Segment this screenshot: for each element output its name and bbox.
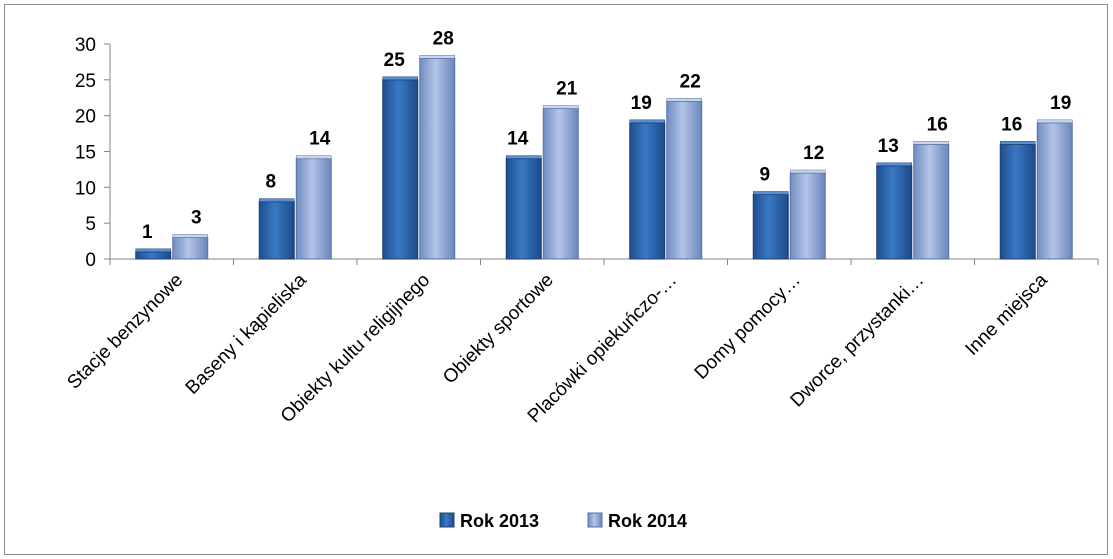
bar-2014: [666, 100, 703, 260]
bar-2013: [752, 194, 789, 260]
bar-top-cap: [135, 248, 171, 253]
x-tick-label: Stacje benzynowe: [63, 270, 187, 394]
x-tick-label: Baseny i kąpieliska: [182, 269, 311, 398]
bar-top-cap: [172, 234, 208, 238]
bar-2014: [913, 143, 950, 260]
x-tick-label: Dworce, przystanki…: [787, 270, 929, 412]
data-label: 13: [878, 136, 899, 157]
bar-top-cap: [259, 198, 295, 202]
data-label: 12: [803, 143, 824, 164]
bar-2014: [295, 158, 332, 260]
bar-2013: [999, 143, 1036, 260]
bar-top-cap: [419, 55, 455, 59]
x-tick-label: Obiekty sportowe: [439, 270, 558, 389]
bar-top-cap: [296, 155, 332, 159]
legend-label-2014: Rok 2014: [608, 511, 687, 531]
y-tick-label: 30: [75, 35, 96, 56]
bar-top-cap: [913, 141, 949, 145]
legend-label-2013: Rok 2013: [460, 511, 539, 531]
bar-top-cap: [382, 76, 418, 81]
bar-top-cap: [790, 169, 826, 174]
bar-2014: [789, 172, 826, 260]
bar-top-cap: [1000, 141, 1036, 145]
bar-2013: [382, 79, 419, 260]
data-label: 22: [680, 71, 701, 92]
x-tick-label: Inne miejsca: [962, 269, 1053, 360]
data-label: 14: [507, 129, 529, 150]
data-label: 1: [142, 222, 153, 243]
legend: Rok 2013 Rok 2014: [439, 511, 687, 531]
bar-2013: [629, 122, 666, 260]
data-label: 14: [309, 129, 331, 150]
y-tick-label: 20: [75, 107, 96, 128]
data-label: 8: [265, 172, 276, 193]
data-label: 21: [556, 79, 578, 100]
bar-top-cap: [506, 155, 542, 159]
data-label: 16: [927, 114, 948, 135]
bar-2014: [172, 237, 209, 260]
y-tick-label: 5: [85, 214, 96, 235]
bar-top-cap: [1037, 119, 1073, 124]
data-label: 25: [384, 50, 406, 71]
chart-frame: [4, 4, 1108, 555]
y-tick-label: 10: [75, 178, 96, 199]
bar-top-cap: [876, 162, 912, 167]
bar-top-cap: [753, 191, 789, 195]
bar-2014: [1036, 122, 1073, 260]
bar-2014: [419, 57, 456, 260]
bar-2013: [258, 201, 295, 260]
y-tick-label: 15: [75, 143, 96, 164]
data-label: 16: [1001, 114, 1022, 135]
y-tick-label: 0: [85, 250, 96, 271]
data-label: 28: [433, 28, 454, 49]
data-label: 19: [1050, 93, 1071, 114]
legend-swatch-2014: [587, 512, 603, 528]
bar-2014: [542, 108, 579, 260]
bar-2013: [135, 251, 172, 260]
bar-top-cap: [629, 119, 665, 124]
data-label: 19: [631, 93, 652, 114]
bar-2013: [876, 165, 913, 260]
data-label: 3: [191, 208, 202, 229]
bars: [135, 55, 1073, 260]
bar-top-cap: [666, 98, 702, 102]
x-tick-label: Domy pomocy…: [691, 270, 805, 384]
bar-2013: [505, 158, 542, 260]
legend-swatch-2013: [439, 512, 455, 528]
y-tick-label: 25: [75, 71, 96, 92]
data-label: 9: [759, 165, 770, 186]
bar-top-cap: [543, 105, 579, 109]
